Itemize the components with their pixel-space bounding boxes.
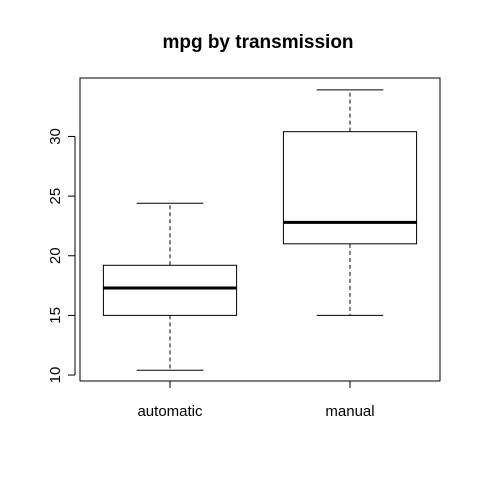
box-manual [282,89,418,316]
y-tick-label: 10 [47,367,64,384]
iqr-box [282,131,418,245]
y-axis: 10 15 20 25 30 [47,128,76,384]
y-tick-label: 30 [47,128,64,145]
x-tick-label: manual [325,403,374,420]
y-tick-label: 15 [47,307,64,324]
iqr-box [102,264,238,316]
x-tick-label: automatic [137,403,203,420]
boxes [102,89,418,371]
chart-title: mpg by transmission [162,32,353,53]
x-axis: automatic manual [137,380,375,420]
y-tick-label: 25 [47,188,64,205]
y-tick-label: 20 [47,247,64,264]
box-automatic [102,202,238,371]
